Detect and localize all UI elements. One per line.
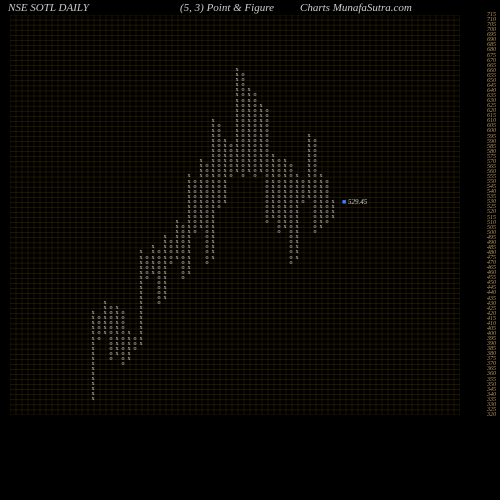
x-mark: x <box>330 210 336 215</box>
x-mark: x <box>330 205 336 210</box>
x-mark: x <box>330 200 336 205</box>
y-tick-label: 715 <box>487 12 496 18</box>
y-axis-labels: 3203253303353403453503553603653703753803… <box>466 15 496 415</box>
pnf-x-column: xxxx <box>330 15 336 415</box>
pnf-columns: xxxxxxxxxxxxxxxxxxoooooxxxxxxxoooooooooo… <box>10 15 460 415</box>
chart-type-label: (5, 3) Point & Figure <box>180 2 274 14</box>
current-price-marker: ■ 529.45 <box>342 198 367 206</box>
source-label: Charts MunafaSutra.com <box>300 2 412 14</box>
ticker-label: NSE SOTL DAILY <box>8 2 89 14</box>
x-mark: x <box>330 215 336 220</box>
price-marker-value: 529.45 <box>348 198 367 206</box>
price-marker-dot: ■ <box>342 198 346 206</box>
